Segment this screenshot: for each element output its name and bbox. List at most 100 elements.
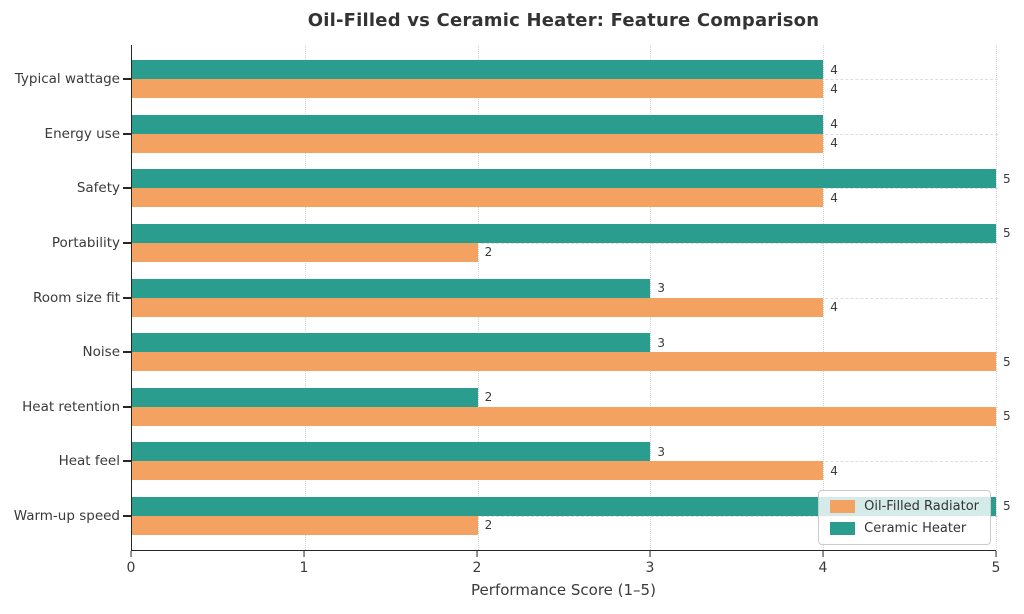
category-row-warm-up-speed: Warm-up speed 5 2 — [14, 489, 1011, 544]
y-tick-energy-use — [123, 132, 131, 135]
bar-line-oil-filled-radiator-heat-feel: 4 — [132, 461, 996, 481]
value-label-ceramic-heater-typical-wattage: 4 — [830, 62, 838, 77]
x-tick-3: 3 — [645, 551, 655, 576]
gridline-x-4 — [823, 45, 825, 550]
category-row-safety: Safety 5 4 — [77, 161, 1011, 216]
x-tick-1: 1 — [300, 551, 308, 576]
x-tick-4: 4 — [818, 551, 828, 576]
bar-line-oil-filled-radiator-safety: 4 — [132, 188, 996, 208]
bar-line-ceramic-heater-typical-wattage: 4 — [132, 60, 996, 80]
ceramic-heater-bar-warm-up-speed — [132, 496, 996, 516]
legend-label-oil-filled-radiator: Oil-Filled Radiator — [864, 499, 979, 514]
x-tick-mark-4 — [822, 551, 824, 557]
value-label-ceramic-heater-energy-use: 4 — [830, 117, 838, 132]
legend-item-ceramic-heater: Ceramic Heater — [830, 521, 979, 536]
category-row-energy-use: Energy use 4 4 — [45, 107, 998, 162]
category-row-portability: Portability 5 2 — [52, 216, 1011, 271]
value-label-ceramic-heater-safety: 5 — [1003, 171, 1011, 186]
value-label-ceramic-heater-room-size-fit: 3 — [657, 281, 666, 296]
value-label-oil-filled-radiator-portability: 2 — [484, 245, 493, 260]
category-row-room-size-fit: Room size fit 3 4 — [33, 270, 998, 325]
value-label-oil-filled-radiator-typical-wattage: 4 — [830, 81, 838, 96]
bar-line-ceramic-heater-noise: 3 — [132, 333, 996, 353]
ceramic-heater-bar-heat-retention — [132, 387, 478, 407]
ceramic-heater-bar-noise — [132, 333, 651, 353]
x-tick-label-0: 0 — [126, 560, 136, 576]
x-tick-5: 5 — [991, 551, 1001, 576]
bar-line-oil-filled-radiator-heat-retention: 5 — [132, 406, 1011, 426]
x-tick-label-5: 5 — [991, 560, 1001, 576]
value-label-ceramic-heater-heat-retention: 2 — [484, 390, 493, 405]
value-label-ceramic-heater-warm-up-speed: 5 — [1003, 499, 1011, 514]
x-tick-label-3: 3 — [645, 560, 655, 576]
gridline-y-portability — [132, 242, 998, 244]
y-label-portability: Portability — [51, 234, 120, 251]
oil-filled-radiator-bar-typical-wattage — [132, 79, 824, 99]
x-tick-label-2: 2 — [472, 560, 482, 576]
ceramic-heater-bar-energy-use — [132, 114, 824, 134]
ceramic-heater-bar-room-size-fit — [132, 278, 651, 298]
bar-line-oil-filled-radiator-energy-use: 4 — [132, 133, 996, 153]
chart-title: Oil-Filled vs Ceramic Heater: Feature Co… — [307, 10, 820, 31]
value-label-oil-filled-radiator-heat-retention: 5 — [1003, 409, 1011, 424]
x-tick-mark-3 — [649, 551, 651, 557]
bar-line-oil-filled-radiator-portability: 2 — [132, 242, 996, 262]
x-tick-0: 0 — [126, 551, 136, 576]
x-tick-mark-5 — [995, 551, 997, 557]
bar-line-oil-filled-radiator-warm-up-speed: 2 — [132, 515, 996, 535]
y-tick-room-size-fit — [123, 296, 131, 299]
bar-line-ceramic-heater-heat-retention: 2 — [132, 387, 996, 407]
bar-line-oil-filled-radiator-typical-wattage: 4 — [132, 79, 996, 99]
y-label-safety: Safety — [76, 180, 120, 197]
y-label-typical-wattage: Typical wattage — [14, 71, 120, 88]
legend-swatch-ceramic-heater — [830, 522, 856, 535]
ceramic-heater-bar-portability — [132, 223, 996, 243]
ceramic-heater-bar-typical-wattage — [132, 60, 824, 80]
value-label-oil-filled-radiator-energy-use: 4 — [830, 136, 838, 151]
bar-line-oil-filled-radiator-noise: 5 — [132, 352, 1011, 372]
y-label-heat-retention: Heat retention — [22, 398, 120, 415]
x-tick-label-4: 4 — [818, 560, 828, 576]
category-row-heat-feel: Heat feel 3 4 — [59, 434, 998, 489]
y-tick-warm-up-speed — [123, 514, 131, 517]
y-label-energy-use: Energy use — [44, 125, 120, 142]
bar-line-ceramic-heater-warm-up-speed: 5 — [132, 496, 1011, 516]
y-tick-safety — [123, 187, 131, 190]
oil-filled-radiator-bar-energy-use — [132, 133, 824, 153]
y-tick-heat-feel — [123, 460, 131, 463]
value-label-ceramic-heater-portability: 5 — [1003, 226, 1011, 241]
gridline-y-warm-up-speed — [132, 515, 998, 517]
gridline-x-3 — [650, 45, 652, 550]
bar-rows: Typical wattage 4 4 Energy use 4 4 Safety 5 4 Por… — [14, 52, 1011, 544]
plot-area: Typical wattage 4 4 Energy use 4 4 Safety 5 4 Por… — [14, 45, 1011, 551]
y-tick-typical-wattage — [123, 78, 131, 81]
oil-filled-radiator-bar-warm-up-speed — [132, 515, 478, 535]
bar-line-ceramic-heater-heat-feel: 3 — [132, 442, 996, 462]
category-row-typical-wattage: Typical wattage 4 4 — [15, 52, 998, 107]
x-tick-mark-1 — [303, 551, 305, 557]
oil-filled-radiator-bar-heat-retention — [132, 406, 996, 426]
bar-line-ceramic-heater-room-size-fit: 3 — [132, 278, 996, 298]
y-label-warm-up-speed: Warm-up speed — [13, 507, 120, 524]
bar-line-oil-filled-radiator-room-size-fit: 4 — [132, 297, 996, 317]
oil-filled-radiator-bar-heat-feel — [132, 461, 824, 481]
y-label-room-size-fit: Room size fit — [33, 289, 120, 306]
gridline-x-5 — [996, 45, 997, 550]
y-label-noise: Noise — [82, 344, 120, 361]
value-label-oil-filled-radiator-warm-up-speed: 2 — [484, 518, 493, 533]
x-tick-mark-0 — [130, 551, 132, 557]
value-label-oil-filled-radiator-noise: 5 — [1003, 354, 1011, 369]
legend: Oil-Filled Radiator Ceramic Heater — [818, 490, 991, 545]
y-label-heat-feel: Heat feel — [58, 453, 120, 470]
y-tick-portability — [123, 241, 131, 244]
bar-line-ceramic-heater-safety: 5 — [132, 169, 1011, 189]
y-tick-noise — [123, 351, 131, 354]
